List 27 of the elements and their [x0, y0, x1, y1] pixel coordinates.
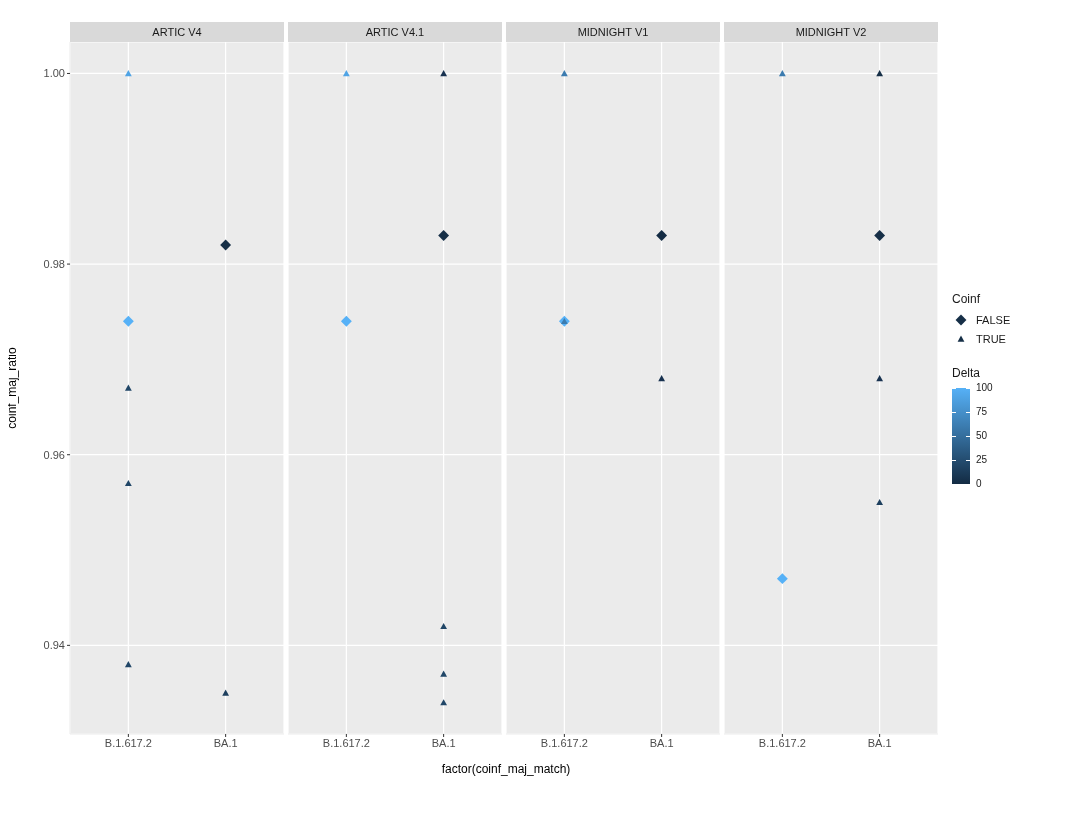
legend-title: Coinf — [952, 292, 981, 306]
x-axis-title: factor(coinf_maj_match) — [440, 762, 572, 776]
x-tick-label: BA.1 — [649, 736, 674, 749]
x-tick-label: B.1.617.2 — [322, 736, 370, 749]
color-bar-label: 0 — [976, 477, 982, 491]
color-bar-label: 25 — [976, 453, 988, 467]
y-tick-label: 0.96 — [43, 448, 65, 461]
legend-label: TRUE — [976, 332, 1006, 345]
x-tick-label: B.1.617.2 — [104, 736, 152, 749]
color-bar-label: 75 — [976, 405, 988, 419]
y-tick-label: 0.94 — [43, 639, 65, 652]
x-tick-label: B.1.617.2 — [758, 736, 806, 749]
color-bar-title: Delta — [952, 366, 981, 380]
x-tick-label: B.1.617.2 — [540, 736, 588, 749]
chart-title: MIDNIGHT V1 — [506, 22, 720, 42]
chart-title: ARTIC V4 — [70, 22, 284, 42]
chart-title: ARTIC V4.1 — [288, 22, 502, 42]
y-tick-label: 0.98 — [43, 257, 65, 270]
chart-title: MIDNIGHT V2 — [724, 22, 938, 42]
x-tick-label: BA.1 — [867, 736, 892, 749]
legend-label: FALSE — [976, 313, 1011, 326]
y-tick-label: 1.00 — [43, 67, 65, 80]
x-tick-label: BA.1 — [213, 736, 238, 749]
x-tick-label: BA.1 — [431, 736, 456, 749]
color-bar-label: 100 — [976, 381, 993, 395]
y-axis-title: coinf_maj_ratio — [5, 346, 20, 429]
color-bar-label: 50 — [976, 429, 988, 443]
